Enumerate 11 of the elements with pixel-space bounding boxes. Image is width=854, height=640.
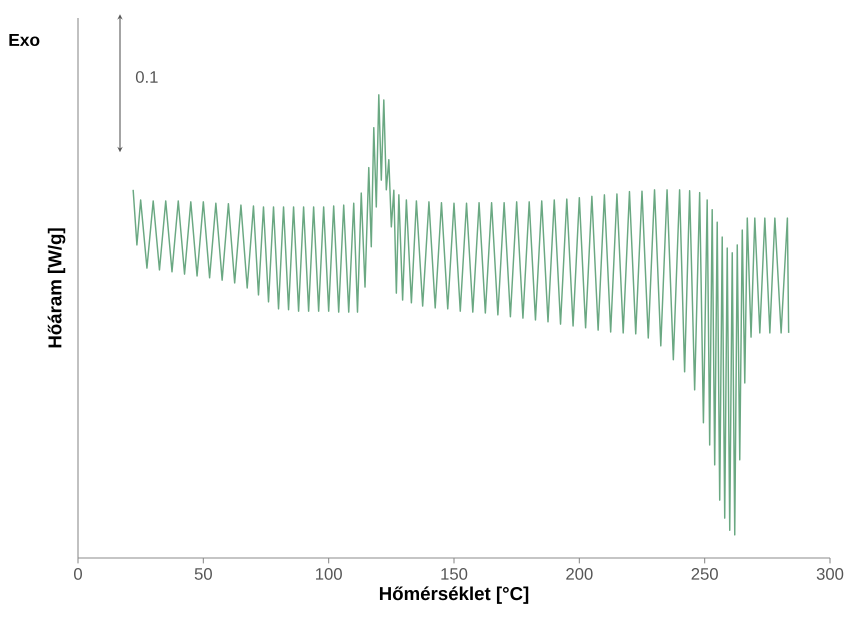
text: 0.1 [136, 71, 158, 83]
x-tick-label: 100 [316, 568, 342, 580]
x-axis-title: Hőmérséklet [°C] [380, 586, 528, 604]
y-axis-title: Hőáram [W/g] [48, 228, 66, 348]
x-tick-label: 150 [441, 568, 468, 580]
x-tick-label: 0 [74, 568, 82, 580]
x-tick-label: 200 [566, 568, 593, 580]
text: Exo [9, 34, 40, 46]
x-tick-label: 250 [692, 568, 718, 580]
x-tick-label: 50 [194, 568, 212, 580]
x-tick-label: 300 [816, 568, 844, 580]
